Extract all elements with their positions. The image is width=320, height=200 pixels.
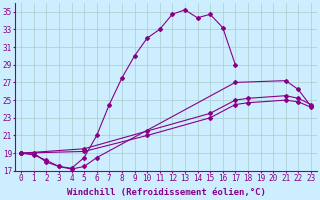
X-axis label: Windchill (Refroidissement éolien,°C): Windchill (Refroidissement éolien,°C)	[67, 188, 266, 197]
